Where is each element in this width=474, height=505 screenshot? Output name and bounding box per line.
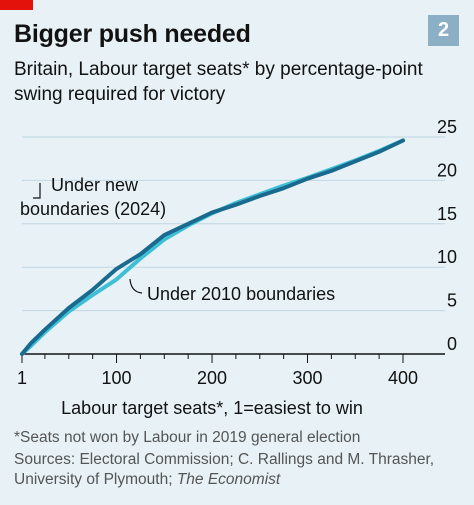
x-tick-label-200: 200	[197, 368, 227, 388]
chart-title: Bigger push needed	[14, 20, 251, 48]
y-tick-label-10: 10	[437, 247, 457, 267]
series-line-2010-boundaries	[20, 138, 405, 356]
y-tick-label-20: 20	[437, 160, 457, 180]
chart-subtitle: Britain, Labour target seats* by percent…	[14, 59, 423, 105]
brand-red-tag	[0, 0, 33, 10]
chart-number-badge: 2	[428, 15, 459, 46]
annotation-new-boundaries-line2: boundaries (2024)	[20, 199, 166, 219]
footnote: *Seats not won by Labour in 2019 general…	[14, 429, 361, 446]
y-tick-label-5: 5	[447, 291, 457, 311]
y-tick-label-25: 25	[437, 117, 457, 137]
series-line-new-boundaries-2024	[20, 138, 405, 356]
annotation-leader-new-boundaries	[33, 183, 41, 199]
sources: Sources: Electoral Commission; C. Rallin…	[14, 450, 464, 490]
x-axis-title: Labour target seats*, 1=easiest to win	[61, 398, 363, 418]
sources-publication: The Economist	[176, 471, 281, 488]
y-tick-label-15: 15	[437, 204, 457, 224]
x-tick-label-100: 100	[102, 368, 132, 388]
annotation-leader-2010-boundaries	[129, 278, 143, 294]
line-chart: 0 5 10 15 20 25 1 100 200 300 400 Labour target sea…	[17, 117, 457, 418]
x-tick-label-400: 400	[388, 368, 418, 388]
sources-text: Sources: Electoral Commission; C. Rallin…	[14, 451, 435, 488]
x-tick-label-300: 300	[292, 368, 322, 388]
x-tick-label-1: 1	[17, 368, 27, 388]
y-tick-label-0: 0	[447, 334, 457, 354]
annotation-new-boundaries-line1: Under new	[51, 175, 139, 195]
annotation-2010-boundaries: Under 2010 boundaries	[147, 284, 335, 304]
